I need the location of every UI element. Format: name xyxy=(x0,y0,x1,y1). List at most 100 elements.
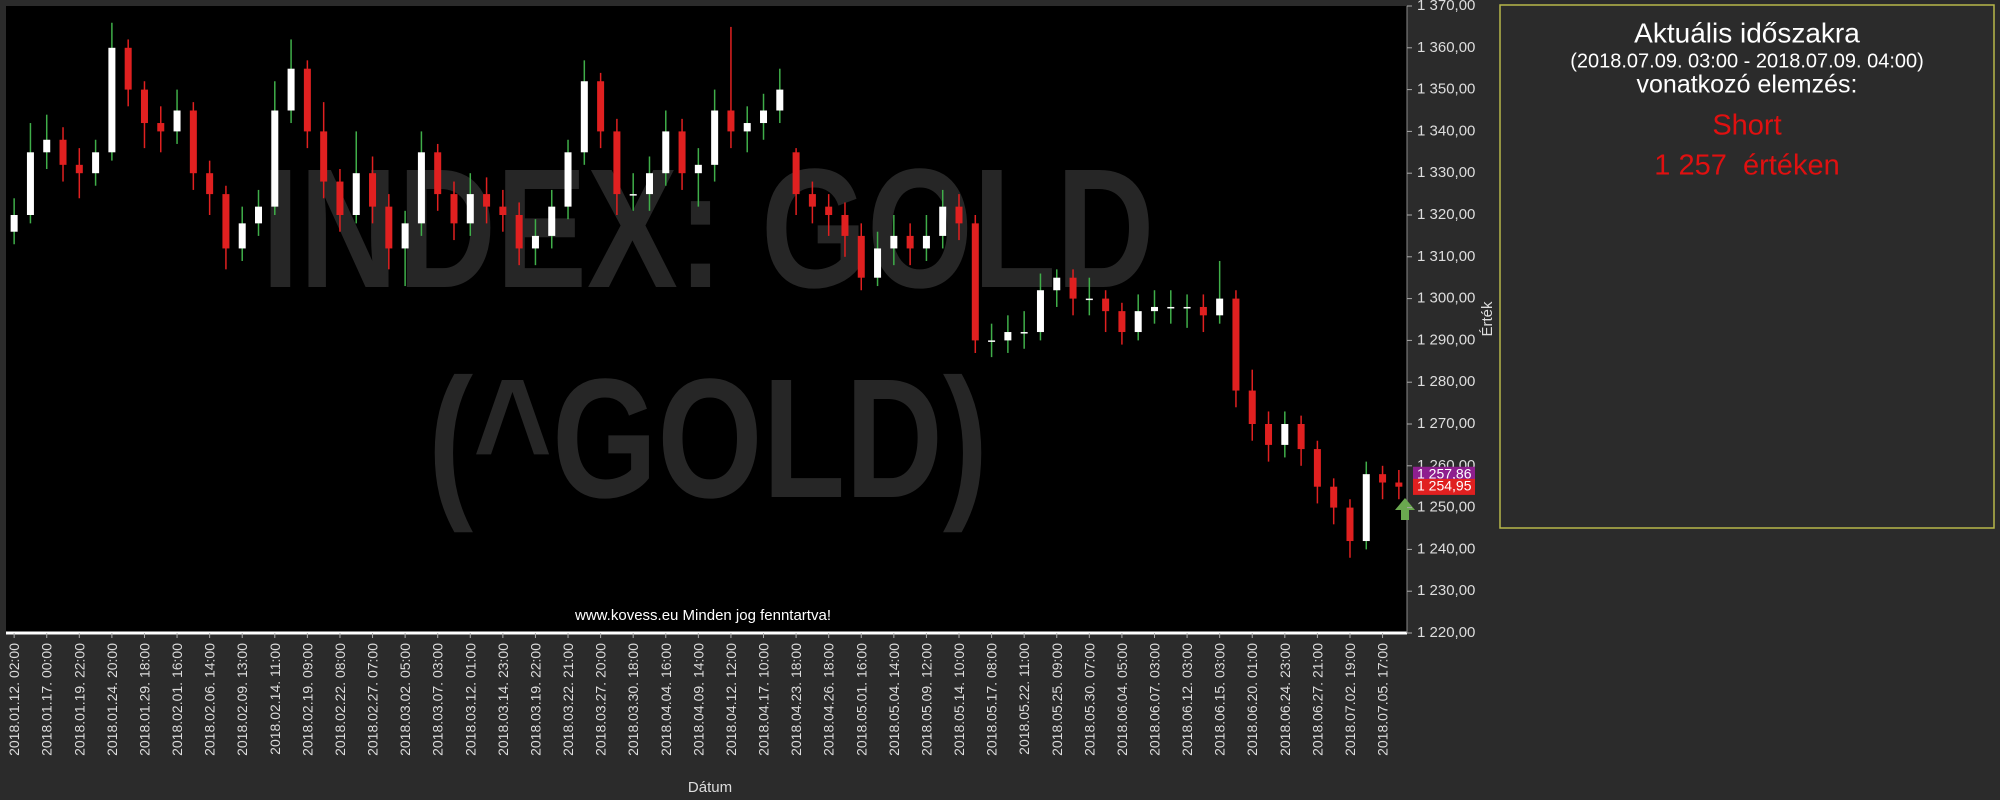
candle-body xyxy=(548,206,556,236)
candle-body xyxy=(1330,486,1338,508)
x-tick-label: 2018.03.07. 03:00 xyxy=(430,643,446,756)
candle-body xyxy=(385,206,393,249)
candle-body xyxy=(1102,298,1110,312)
x-tick-label: 2018.05.22. 11:00 xyxy=(1016,643,1032,755)
candle-body xyxy=(580,81,588,153)
candle-body xyxy=(808,194,816,207)
x-tick-label: 2018.01.24. 20:00 xyxy=(104,643,120,756)
candle-body xyxy=(352,173,360,215)
x-tick-label: 2018.02.27. 07:00 xyxy=(365,643,381,756)
candle-body xyxy=(890,235,898,249)
candle-body xyxy=(140,89,148,124)
candle-body xyxy=(466,194,474,224)
candle-body xyxy=(92,152,100,174)
panel-title: Aktuális időszakra xyxy=(1634,17,1860,48)
x-tick-label: 2018.04.23. 18:00 xyxy=(788,643,804,756)
candle-body xyxy=(564,152,572,207)
y-tick-label: 1 220,00 xyxy=(1417,624,1475,641)
candle-body xyxy=(238,223,246,249)
x-tick-label: 2018.03.30. 18:00 xyxy=(625,643,641,756)
y-tick-label: 1 310,00 xyxy=(1417,248,1475,265)
price-tag-label: 1 257,86 xyxy=(1417,465,1472,481)
candle-body xyxy=(874,248,882,278)
x-tick-label: 2018.06.04. 05:00 xyxy=(1114,643,1130,756)
x-tick-label: 2018.01.17. 00:00 xyxy=(39,643,55,756)
candle-body xyxy=(271,110,279,207)
candle-body xyxy=(401,223,409,249)
candle-body xyxy=(1069,277,1077,299)
candle-body xyxy=(59,139,67,165)
candle-body xyxy=(711,110,719,165)
price-tag-label: 1 254,95 xyxy=(1417,478,1472,494)
candle-body xyxy=(597,81,605,132)
x-tick-label: 2018.03.22. 21:00 xyxy=(560,643,576,756)
panel-subtitle: vonatkozó elemzés: xyxy=(1637,71,1858,99)
candle-body xyxy=(1134,311,1142,333)
x-tick-label: 2018.06.27. 21:00 xyxy=(1309,643,1325,756)
candle-body xyxy=(515,215,523,249)
candle-body xyxy=(1297,424,1305,450)
candle-body xyxy=(1265,424,1273,445)
x-tick-label: 2018.03.19. 22:00 xyxy=(527,643,543,756)
x-tick-label: 2018.05.25. 09:00 xyxy=(1049,643,1065,756)
y-tick-label: 1 280,00 xyxy=(1417,373,1475,390)
plot-area xyxy=(6,6,1407,633)
x-tick-label: 2018.04.17. 10:00 xyxy=(756,643,772,756)
candle-body xyxy=(1085,298,1093,301)
candle-body xyxy=(206,173,214,195)
x-tick-label: 2018.07.02. 19:00 xyxy=(1342,643,1358,756)
x-tick-label: 2018.05.14. 10:00 xyxy=(951,643,967,756)
candle-body xyxy=(776,89,784,111)
candle-body xyxy=(939,206,947,236)
x-axis-title: Dátum xyxy=(688,779,732,796)
x-tick-label: 2018.03.12. 01:00 xyxy=(462,643,478,756)
x-tick-label: 2018.03.02. 05:00 xyxy=(397,643,413,756)
panel-period: (2018.07.09. 03:00 - 2018.07.09. 04:00) xyxy=(1570,50,1924,72)
y-tick-label: 1 340,00 xyxy=(1417,122,1475,139)
y-tick-label: 1 290,00 xyxy=(1417,331,1475,348)
signal-arrow xyxy=(1395,498,1415,520)
candle-body xyxy=(1183,306,1191,309)
candle-body xyxy=(678,131,686,174)
candle-body xyxy=(1379,474,1387,483)
candle-body xyxy=(727,110,735,132)
candle-body xyxy=(955,206,963,224)
candle-body xyxy=(1118,311,1126,333)
candle-body xyxy=(760,110,768,124)
x-tick-label: 2018.01.12. 02:00 xyxy=(6,643,22,756)
candle-body xyxy=(222,194,230,249)
x-tick-label: 2018.02.09. 13:00 xyxy=(234,643,250,756)
candle-body xyxy=(1004,332,1012,341)
watermark: (^GOLD) xyxy=(428,344,988,534)
candle-body xyxy=(971,223,979,341)
candle-body xyxy=(1362,474,1370,542)
candle-body xyxy=(108,47,116,153)
x-tick-label: 2018.04.26. 18:00 xyxy=(821,643,837,756)
x-tick-label: 2018.06.12. 03:00 xyxy=(1179,643,1195,756)
x-tick-label: 2018.06.07. 03:00 xyxy=(1146,643,1162,756)
candle-body xyxy=(320,131,328,182)
candle-body xyxy=(26,152,34,215)
x-tick-label: 2018.03.27. 20:00 xyxy=(593,643,609,756)
watermark: INDEX: GOLD xyxy=(262,134,1155,324)
candles xyxy=(10,22,1403,558)
analysis-panel xyxy=(1499,4,1995,529)
x-tick-label: 2018.02.01. 16:00 xyxy=(169,643,185,756)
x-tick-label: 2018.02.14. 11:00 xyxy=(267,643,283,755)
candle-body xyxy=(743,123,751,132)
x-tick-label: 2018.04.09. 14:00 xyxy=(690,643,706,756)
candle-body xyxy=(43,139,51,153)
x-tick-label: 2018.07.05. 17:00 xyxy=(1375,643,1391,756)
y-tick-label: 1 320,00 xyxy=(1417,206,1475,223)
candle-body xyxy=(922,235,930,249)
candle-body xyxy=(75,164,83,174)
candle-body xyxy=(613,131,621,195)
x-tick-label: 2018.05.30. 07:00 xyxy=(1081,643,1097,756)
y-tick-label: 1 350,00 xyxy=(1417,81,1475,98)
x-tick-label: 2018.06.24. 23:00 xyxy=(1277,643,1293,756)
candle-body xyxy=(531,235,539,249)
y-tick-label: 1 300,00 xyxy=(1417,290,1475,307)
candle-body xyxy=(189,110,197,174)
